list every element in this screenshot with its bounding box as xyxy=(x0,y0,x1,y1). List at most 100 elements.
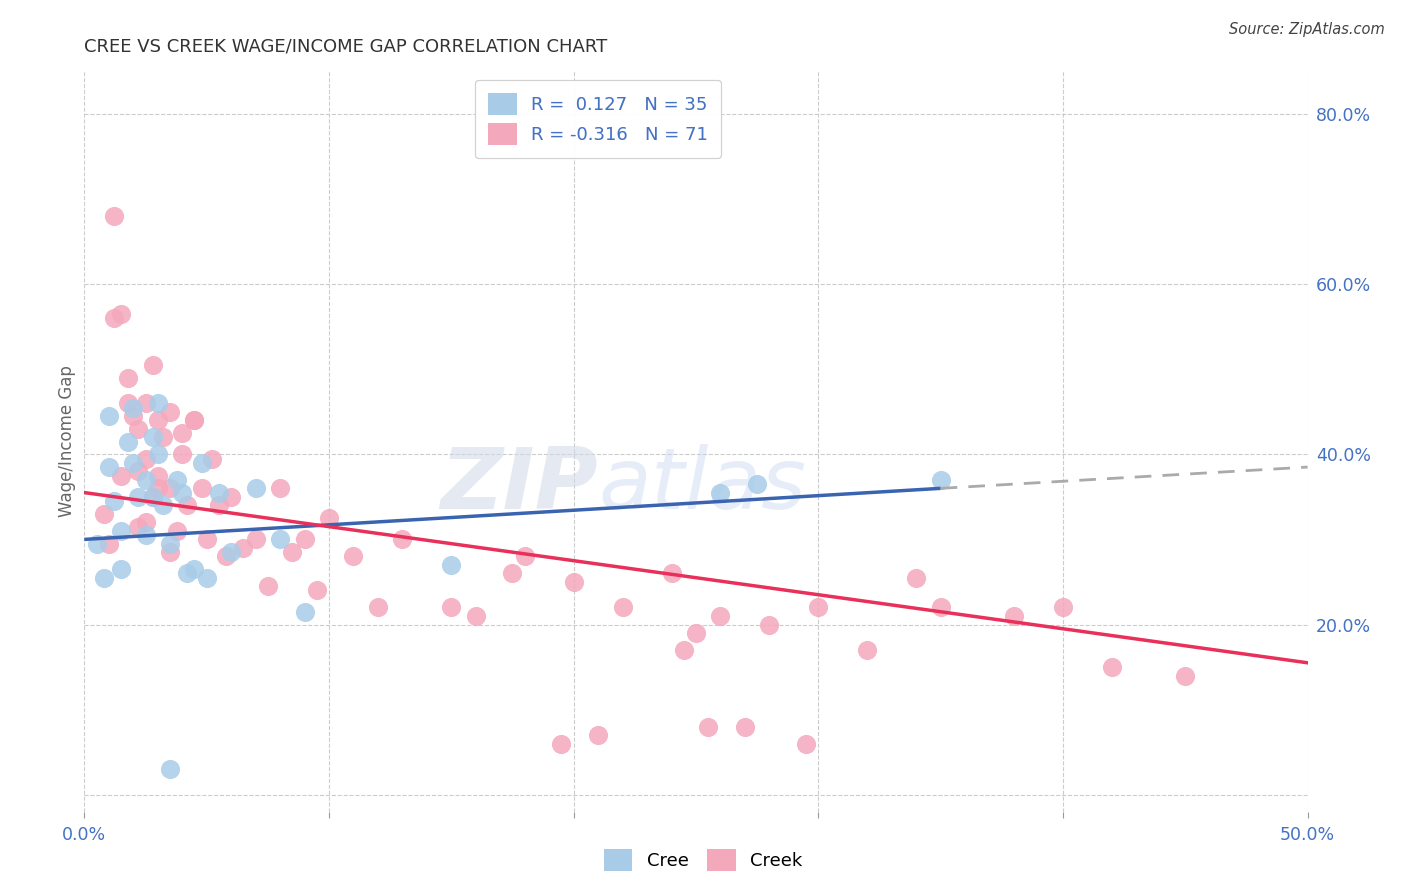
Point xyxy=(183,413,205,427)
Point xyxy=(166,473,188,487)
Point xyxy=(127,422,149,436)
Text: CREE VS CREEK WAGE/INCOME GAP CORRELATION CHART: CREE VS CREEK WAGE/INCOME GAP CORRELATIO… xyxy=(84,38,607,56)
Point xyxy=(103,494,125,508)
Point xyxy=(502,566,524,581)
Point xyxy=(183,562,205,576)
Point xyxy=(562,574,585,589)
Point xyxy=(1174,668,1197,682)
Point xyxy=(245,481,267,495)
Point xyxy=(146,481,169,495)
Point xyxy=(1002,609,1025,624)
Point xyxy=(586,728,609,742)
Point xyxy=(305,583,328,598)
Point xyxy=(146,468,169,483)
Legend: R =  0.127   N = 35, R = -0.316   N = 71: R = 0.127 N = 35, R = -0.316 N = 71 xyxy=(475,80,721,158)
Point xyxy=(117,396,139,410)
Point xyxy=(172,485,194,500)
Point xyxy=(208,485,231,500)
Point xyxy=(269,481,291,495)
Point xyxy=(281,545,304,559)
Point xyxy=(110,468,132,483)
Point xyxy=(269,533,291,547)
Point xyxy=(146,396,169,410)
Point xyxy=(127,519,149,533)
Point xyxy=(513,549,536,564)
Point xyxy=(709,609,731,624)
Point xyxy=(1052,600,1074,615)
Point xyxy=(135,516,157,530)
Point xyxy=(146,447,169,461)
Point xyxy=(215,549,238,564)
Point xyxy=(905,571,928,585)
Point xyxy=(672,643,695,657)
Point xyxy=(97,460,120,475)
Point xyxy=(856,643,879,657)
Point xyxy=(183,413,205,427)
Point xyxy=(232,541,254,555)
Point xyxy=(342,549,364,564)
Y-axis label: Wage/Income Gap: Wage/Income Gap xyxy=(58,366,76,517)
Point xyxy=(142,490,165,504)
Point xyxy=(294,533,316,547)
Point xyxy=(709,485,731,500)
Legend: Cree, Creek: Cree, Creek xyxy=(596,842,810,879)
Point xyxy=(97,409,120,423)
Point xyxy=(159,545,181,559)
Point xyxy=(191,481,214,495)
Point xyxy=(127,464,149,478)
Point xyxy=(440,558,463,572)
Point xyxy=(117,370,139,384)
Point xyxy=(152,499,174,513)
Point xyxy=(391,533,413,547)
Point xyxy=(122,409,145,423)
Point xyxy=(219,545,242,559)
Point xyxy=(440,600,463,615)
Point xyxy=(176,566,198,581)
Point xyxy=(661,566,683,581)
Point xyxy=(929,473,952,487)
Point xyxy=(135,396,157,410)
Point xyxy=(142,430,165,444)
Point xyxy=(176,499,198,513)
Point xyxy=(195,571,218,585)
Point xyxy=(929,600,952,615)
Point xyxy=(97,536,120,550)
Point xyxy=(294,605,316,619)
Point xyxy=(219,490,242,504)
Point xyxy=(127,490,149,504)
Point xyxy=(464,609,486,624)
Point xyxy=(685,626,707,640)
Point xyxy=(93,507,115,521)
Point xyxy=(697,720,720,734)
Point xyxy=(758,617,780,632)
Point xyxy=(159,536,181,550)
Point xyxy=(318,511,340,525)
Point xyxy=(172,447,194,461)
Point xyxy=(794,737,817,751)
Point xyxy=(159,405,181,419)
Point xyxy=(734,720,756,734)
Point xyxy=(86,536,108,550)
Point xyxy=(550,737,572,751)
Point xyxy=(152,430,174,444)
Point xyxy=(195,533,218,547)
Point xyxy=(208,499,231,513)
Point xyxy=(103,311,125,326)
Point xyxy=(146,413,169,427)
Point xyxy=(367,600,389,615)
Point xyxy=(103,209,125,223)
Point xyxy=(191,456,214,470)
Point xyxy=(135,528,157,542)
Point xyxy=(159,762,181,776)
Text: atlas: atlas xyxy=(598,444,806,527)
Point xyxy=(93,571,115,585)
Point xyxy=(135,451,157,466)
Point xyxy=(245,533,267,547)
Text: ZIP: ZIP xyxy=(440,444,598,527)
Point xyxy=(807,600,830,615)
Point xyxy=(142,490,165,504)
Point xyxy=(166,524,188,538)
Point xyxy=(110,562,132,576)
Text: Source: ZipAtlas.com: Source: ZipAtlas.com xyxy=(1229,22,1385,37)
Point xyxy=(172,425,194,440)
